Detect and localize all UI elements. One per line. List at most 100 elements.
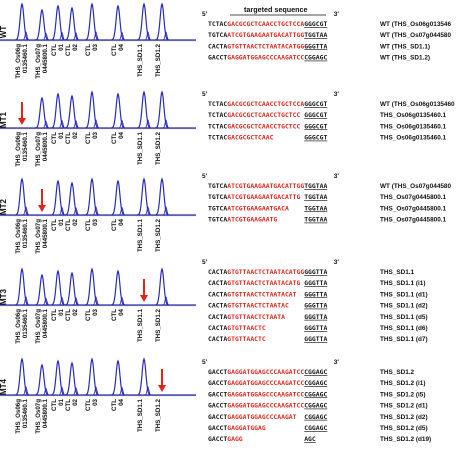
peak-label-1: THS_Os07g bbox=[35, 219, 42, 254]
seq-flank-right: GGGCGT bbox=[304, 20, 327, 28]
seq-flank-left: GACCT bbox=[208, 390, 227, 398]
seq-flank-right: TGGTAA bbox=[304, 31, 327, 39]
shoulder-peak-5 bbox=[118, 296, 126, 306]
alignment-group-3: 5' 3'CACTAGTGTTAACTCTAATACATGGGGGTTA THS_S… bbox=[202, 259, 428, 343]
peak-label-0: THS_Os06g bbox=[15, 132, 22, 167]
row-label: THS_Os07g0445800.1 bbox=[380, 194, 447, 201]
seq-flank-left: CACTA bbox=[208, 279, 227, 287]
three-prime-label: 3' bbox=[334, 91, 340, 98]
row-label: THS_SD1.1 (d6) bbox=[380, 325, 428, 332]
sequence-row: TCTACGACGCGCTCAACCTGCTCC GGGCGT bbox=[208, 111, 327, 119]
seq-gap bbox=[277, 216, 304, 224]
alignment-group-2: 5' 3'TGTCAATCGTGAAGAATGACATTGGTGGTAA WT (T… bbox=[202, 173, 451, 224]
peak-label-2: 01 bbox=[58, 308, 65, 315]
peak-label-2: CTL bbox=[51, 44, 58, 56]
peak-label-0: 0135460.1 bbox=[22, 131, 29, 161]
seq-flank-right: GGGTTA bbox=[304, 290, 327, 298]
peak-label-7: THS_SD1.2 bbox=[155, 43, 162, 77]
seq-target: GACGCGCTCAACCTGCTCCA bbox=[227, 20, 304, 28]
seq-flank-left: GACCT bbox=[208, 368, 227, 376]
seq-gap bbox=[297, 290, 305, 298]
peak-label-0: 0135460.1 bbox=[22, 43, 29, 73]
row-label: THS_Os07g0445800.1 bbox=[380, 217, 447, 224]
peak-label-1: 0445800.1 bbox=[42, 308, 49, 338]
peak-label-6: THS_SD1.1 bbox=[137, 131, 144, 165]
peak-label-3: CTL bbox=[65, 132, 72, 144]
peak-1 bbox=[35, 363, 49, 396]
peak-2 bbox=[51, 4, 65, 41]
seq-flank-right: CGGAGC bbox=[304, 413, 327, 421]
sequence-row: TGTCAATCGTGAAGAATGACA TGGTAA bbox=[208, 204, 327, 212]
alignment-group-4: 5' 3'GACCTGAGGATGGAGCCCAAGATCCCGGAGC THS_S… bbox=[202, 359, 431, 443]
shoulder-peak-0 bbox=[22, 386, 30, 396]
peak-4 bbox=[85, 357, 99, 396]
sequence-row: TGTCAATCGTGAAGAATGACATTG TGGTAA bbox=[208, 193, 327, 201]
peak-label-5: 04 bbox=[118, 218, 125, 225]
peak-label-4: CTL bbox=[85, 44, 92, 56]
peak-label-4: 03 bbox=[92, 308, 99, 315]
peak-label-0: 0135460.1 bbox=[22, 218, 29, 248]
seq-target: GACGCGCTCAAC bbox=[227, 134, 273, 142]
seq-flank-right: GGGTTA bbox=[304, 302, 327, 310]
seq-target: ATCGTGAAGAATGACA bbox=[227, 204, 289, 212]
shoulder-peak-5 bbox=[118, 31, 126, 41]
peak-1 bbox=[35, 273, 49, 306]
shoulder-peak-6 bbox=[144, 119, 152, 129]
shoulder-peak-5 bbox=[118, 206, 126, 216]
row-label: THS_SD1.2 (d19) bbox=[380, 436, 431, 443]
peak-label-1: THS_Os07g bbox=[35, 44, 42, 79]
seq-flank-right: CGGAGC bbox=[304, 54, 327, 62]
shoulder-peak-7 bbox=[162, 206, 170, 216]
peak-0 bbox=[15, 357, 29, 396]
peak-label-3: 02 bbox=[72, 43, 79, 50]
seq-flank-right: CGGAGC bbox=[304, 390, 327, 398]
peak-label-1: 0445800.1 bbox=[42, 218, 49, 248]
seq-flank-right: GGGTTA bbox=[304, 268, 327, 276]
shoulder-peak-1 bbox=[42, 120, 50, 129]
peak-5 bbox=[111, 359, 125, 396]
shoulder-peak-1 bbox=[42, 387, 50, 396]
peak-label-0: 0135460.1 bbox=[22, 308, 29, 338]
shoulder-peak-2 bbox=[58, 31, 66, 41]
seq-flank-left: GACCT bbox=[208, 413, 227, 421]
peak-6 bbox=[137, 2, 151, 41]
sequence-row: CACTAGTGTTAACTCTAATACATGGGGGTTA bbox=[208, 268, 327, 276]
peak-label-6: THS_SD1.1 bbox=[137, 398, 144, 432]
seq-flank-left: GACCT bbox=[208, 54, 227, 62]
alignment-group-0: targeted sequence 5' 3' TCTACGACGCGCTCAACCT… bbox=[202, 5, 451, 62]
seq-flank-right: GGGCGT bbox=[304, 122, 327, 130]
row-label: THS_SD1.2 (d2) bbox=[380, 414, 428, 421]
panel-label: MT1 bbox=[0, 111, 8, 128]
seq-target: GAGGATGGAGCCCAAGATCC bbox=[227, 390, 304, 398]
sequence-row: GACCTGAGGATGGAGCCCAAGATCCCGGAGC bbox=[208, 379, 327, 387]
seq-flank-left: CACTA bbox=[208, 268, 227, 276]
seq-flank-left: GACCT bbox=[208, 379, 227, 387]
peak-label-7: THS_SD1.2 bbox=[155, 308, 162, 342]
seq-gap bbox=[243, 435, 305, 443]
peak-label-4: CTL bbox=[85, 219, 92, 231]
shoulder-peak-2 bbox=[58, 386, 66, 396]
peak-label-2: 01 bbox=[58, 398, 65, 405]
peak-label-6: THS_SD1.1 bbox=[137, 218, 144, 252]
peak-6 bbox=[137, 177, 151, 216]
row-label: WT (THS_Os07g044580 bbox=[380, 32, 451, 39]
sequence-row: CACTAGTGTTAACTCTAATACATG GGGTTA bbox=[208, 279, 327, 287]
peak-label-3: 02 bbox=[72, 398, 79, 405]
seq-gap bbox=[273, 134, 304, 142]
sequence-row: CACTAGTGTTAACTC GGGTTA bbox=[208, 324, 327, 332]
seq-flank-right: GGGTTA bbox=[304, 324, 327, 332]
peak-4 bbox=[85, 177, 99, 216]
seq-target: GAGGATGGAG bbox=[227, 424, 266, 432]
row-label: THS_SD1.2 (d1) bbox=[380, 403, 428, 410]
seq-target: GTGTTAACTCTAATACATGG bbox=[227, 268, 304, 276]
panel-label: MT4 bbox=[0, 378, 8, 395]
five-prime-label: 5' bbox=[202, 91, 208, 98]
row-label: WT (THS_SD1.1) bbox=[380, 43, 430, 50]
shoulder-peak-3 bbox=[72, 120, 80, 129]
sequence-row: CACTAGTGTTAACTCTAATA GGGTTA bbox=[208, 313, 327, 321]
sequence-row: TCTACGACGCGCTCAACCTGCTCCAGGGCGT bbox=[208, 100, 327, 108]
peak-label-3: 02 bbox=[72, 131, 79, 138]
row-label: WT (THS_Os06g0135460 bbox=[380, 101, 455, 108]
seq-gap bbox=[266, 335, 304, 343]
